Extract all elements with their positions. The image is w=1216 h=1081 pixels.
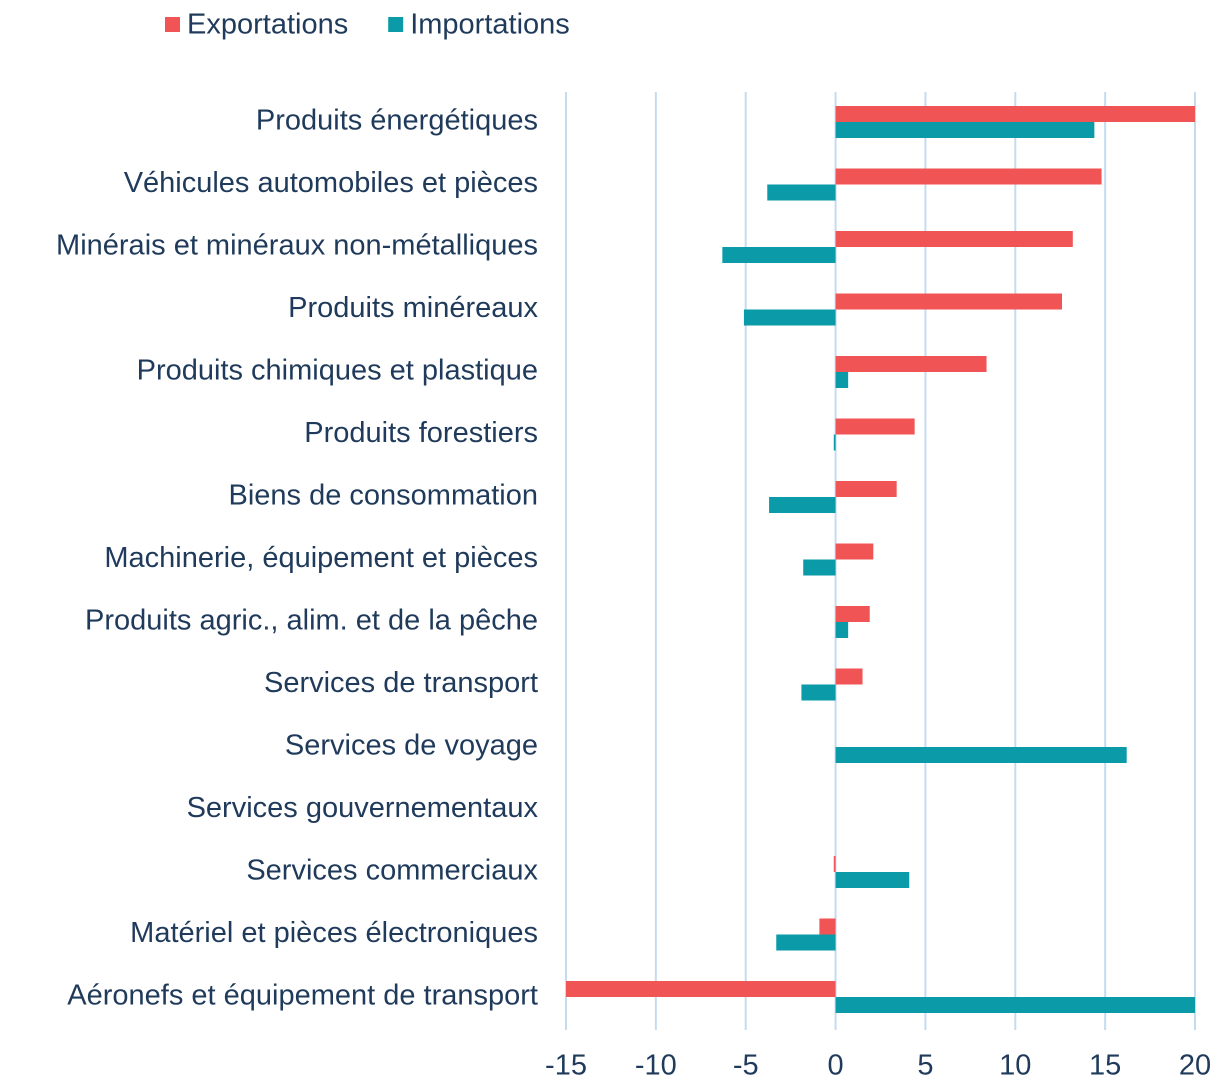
bar: [835, 543, 874, 560]
bar: [833, 856, 836, 872]
bar: [835, 481, 897, 497]
legend-label: Exportations: [187, 9, 348, 41]
y-tick-label: Services gouvernementaux: [187, 792, 539, 824]
bar: [835, 122, 1095, 138]
y-tick-label: Machinerie, équipement et pièces: [104, 542, 538, 574]
x-tick-label: 5: [917, 1050, 933, 1081]
y-tick-label: Véhicules automobiles et pièces: [124, 167, 538, 199]
bar: [566, 981, 836, 997]
legend-swatch: [165, 17, 180, 32]
y-tick-label: Produits chimiques et plastique: [137, 355, 538, 387]
y-tick-label: Produits minéreaux: [288, 292, 538, 324]
bar: [776, 934, 836, 951]
y-tick-label: Aéronefs et équipement de transport: [67, 980, 538, 1012]
bar: [835, 356, 987, 372]
bar: [835, 622, 849, 638]
y-tick-label: Matériel et pièces électroniques: [130, 917, 538, 949]
bar: [743, 309, 836, 326]
bar: [835, 668, 863, 685]
bar: [835, 872, 910, 888]
y-tick-label: Services de voyage: [285, 730, 538, 762]
bar: [835, 293, 1063, 310]
bar: [769, 497, 836, 513]
y-tick-label: Produits forestiers: [304, 417, 538, 449]
bar: [767, 184, 836, 201]
bar: [835, 106, 1195, 122]
bar: [803, 559, 836, 576]
bar: [835, 606, 870, 622]
y-tick-label: Services commerciaux: [246, 855, 538, 887]
bar: [835, 231, 1073, 247]
bar: [835, 747, 1127, 763]
x-tick-label: -10: [635, 1050, 677, 1081]
x-tick-label: 20: [1179, 1050, 1211, 1081]
bar: [835, 997, 1195, 1013]
x-tick-label: -15: [545, 1050, 587, 1081]
y-tick-label: Biens de consommation: [229, 480, 539, 512]
x-tick-label: 10: [999, 1050, 1031, 1081]
y-tick-label: Services de transport: [264, 667, 538, 699]
x-tick-label: 15: [1089, 1050, 1121, 1081]
x-tick-label: -5: [733, 1050, 759, 1081]
x-tick-label: 0: [828, 1050, 844, 1081]
bar: [833, 434, 836, 451]
legend-swatch: [388, 17, 404, 32]
bar: [801, 684, 836, 701]
bar: [835, 372, 849, 388]
bar: [835, 418, 915, 435]
y-tick-label: Minérais et minéraux non-métalliques: [56, 230, 538, 262]
y-tick-label: Produits énergétiques: [256, 105, 538, 137]
bar: [722, 247, 836, 263]
bar: [819, 918, 836, 935]
legend-label: Importations: [410, 9, 570, 41]
y-tick-label: Produits agric., alim. et de la pêche: [85, 605, 538, 637]
bar: [835, 168, 1102, 185]
